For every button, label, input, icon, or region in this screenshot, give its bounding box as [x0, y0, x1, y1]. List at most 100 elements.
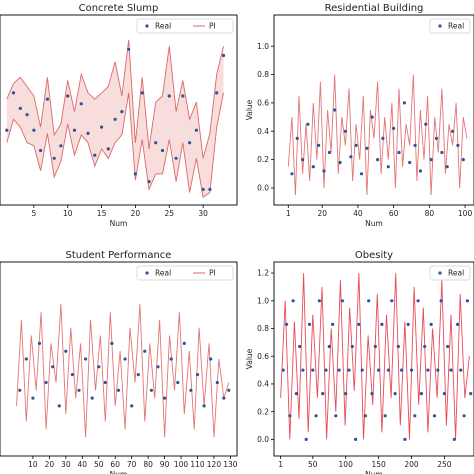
data-point	[311, 368, 315, 372]
data-point	[461, 158, 465, 162]
chart-title: Concrete Slump	[79, 3, 159, 14]
data-point	[174, 156, 178, 160]
data-point	[465, 299, 469, 303]
data-point	[429, 322, 433, 326]
data-point	[383, 414, 387, 418]
data-point	[209, 357, 213, 361]
chart-panel-1: 5 10 15 20 25 30 Concrete Slump Num Real PI	[0, 3, 238, 228]
data-point	[295, 136, 299, 140]
axes-frame	[273, 14, 474, 206]
data-point	[301, 158, 305, 162]
axes-frame	[0, 261, 238, 457]
data-point	[386, 368, 391, 372]
plot-area	[280, 273, 473, 441]
data-point	[57, 404, 61, 408]
legend-entry-pi: PI	[209, 22, 216, 31]
legend: Real PI	[136, 18, 234, 34]
y-tick-label: 1.0	[257, 296, 269, 305]
data-point	[409, 368, 414, 372]
data-point	[18, 106, 22, 110]
data-point	[442, 392, 446, 396]
data-point	[333, 108, 337, 112]
data-point	[343, 129, 347, 133]
data-point	[354, 143, 358, 147]
chart-title: Student Performance	[66, 250, 172, 261]
data-point	[290, 172, 294, 176]
pi-lower-line	[6, 92, 224, 198]
data-point	[306, 122, 310, 126]
data-point	[370, 115, 374, 119]
x-tick-label: 90	[160, 460, 170, 469]
data-point	[406, 322, 410, 326]
x-tick-label: 30	[61, 460, 71, 469]
data-point	[288, 414, 292, 418]
data-point	[451, 129, 455, 133]
data-point	[202, 404, 206, 408]
data-point	[350, 344, 354, 349]
x-tick-label: 20	[317, 209, 327, 218]
x-tick-label: 100	[174, 460, 189, 469]
data-point	[221, 53, 226, 58]
data-point	[86, 131, 90, 135]
x-tick-label: 130	[223, 460, 238, 469]
data-point	[456, 322, 460, 326]
data-point	[84, 357, 88, 361]
data-point	[423, 344, 427, 349]
chart-panel-3: 10 20 30 40 50 60 70 80 90 100 110 120 130 Student Pe…	[0, 250, 238, 474]
plot-area	[16, 304, 231, 438]
x-tick-label: 15	[97, 209, 107, 218]
y-axis-label: Value	[245, 99, 254, 120]
x-tick-label: 5	[31, 209, 36, 218]
data-point	[32, 128, 36, 132]
data-point	[188, 141, 192, 145]
data-point	[440, 150, 444, 155]
data-point	[52, 156, 56, 160]
data-point	[64, 349, 68, 353]
data-point	[298, 344, 302, 349]
data-point	[39, 148, 43, 153]
y-tick-label: 1.2	[257, 269, 269, 278]
data-point	[321, 392, 325, 396]
data-point	[301, 368, 305, 372]
data-point	[127, 47, 131, 51]
data-point	[70, 373, 74, 377]
data-point	[337, 368, 341, 372]
x-tick-label: 1	[278, 460, 283, 469]
data-point	[322, 169, 326, 173]
x-tick-label: 250	[437, 460, 452, 469]
data-point	[373, 344, 377, 349]
data-point	[418, 169, 422, 173]
data-point	[381, 136, 385, 140]
x-tick-label: 70	[127, 460, 137, 469]
data-point	[72, 128, 77, 132]
data-point	[367, 299, 371, 303]
data-point	[106, 147, 110, 151]
x-tick-label: 50	[308, 460, 318, 469]
data-point	[93, 153, 97, 157]
legend-entry-pi: PI	[209, 269, 216, 278]
legend-real-marker	[438, 24, 442, 28]
data-point	[97, 365, 101, 369]
y-tick-label: 0.8	[257, 324, 269, 333]
legend-real-marker	[145, 271, 149, 275]
data-point	[113, 117, 117, 121]
data-point	[215, 91, 219, 95]
data-point	[456, 143, 460, 147]
x-tick-label: 200	[404, 460, 419, 469]
legend-real-marker	[438, 271, 442, 275]
data-point	[156, 365, 160, 369]
data-point	[424, 122, 428, 126]
data-point	[469, 392, 473, 396]
data-point	[434, 136, 439, 140]
legend: Real PI	[136, 265, 234, 281]
data-point	[284, 322, 289, 326]
data-point	[194, 128, 198, 132]
x-tick-label: 80	[425, 209, 435, 218]
data-point	[347, 368, 351, 372]
data-point	[376, 158, 380, 162]
data-point	[149, 388, 153, 392]
data-point	[419, 392, 423, 396]
data-point	[413, 414, 417, 418]
data-point	[359, 172, 364, 176]
y-tick-label: 0.4	[257, 127, 269, 136]
